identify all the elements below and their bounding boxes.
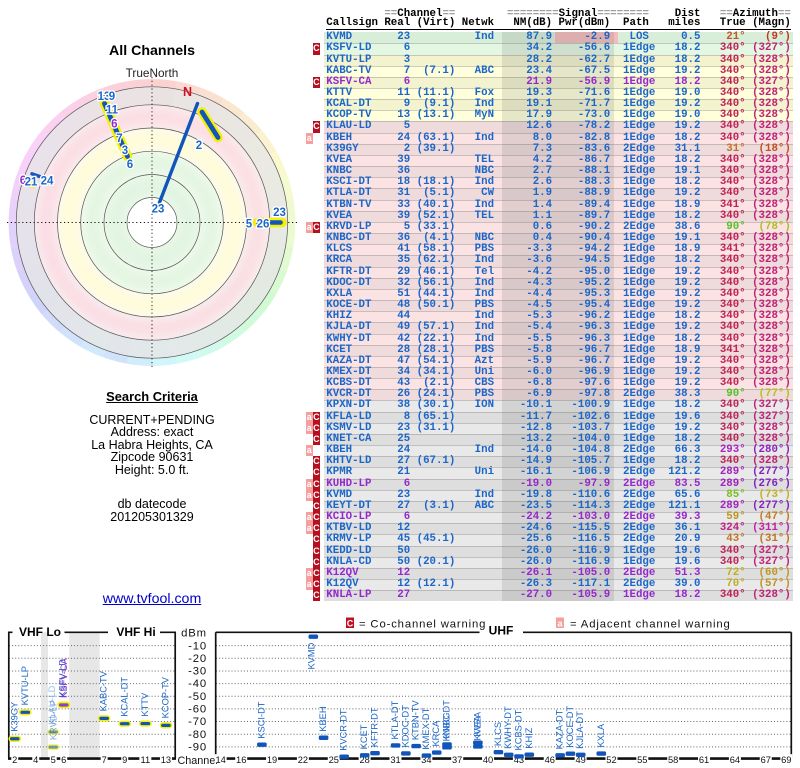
svg-text:37: 37 [452,755,462,765]
svg-text:22: 22 [298,755,308,765]
svg-text:KTTV: KTTV [140,692,150,717]
svg-text:KDOC-DT: KDOC-DT [400,705,410,748]
svg-text:-30: -30 [188,666,207,678]
svg-text:31: 31 [390,755,400,765]
svg-text:KSFV-LD: KSFV-LD [58,659,68,698]
svg-text:KRCA: KRCA [431,720,441,747]
svg-text:KLAU-LD: KLAU-LD [47,685,57,725]
svg-text:= Adjacent channel warning: = Adjacent channel warning [570,619,731,631]
svg-text:24: 24 [41,176,54,188]
svg-text:3: 3 [122,145,128,157]
svg-text:-90: -90 [188,741,207,753]
svg-text:23: 23 [152,204,165,216]
svg-text:58: 58 [668,755,678,765]
svg-text:7: 7 [102,755,107,765]
svg-text:KRVD-LP: KRVD-LP [49,700,59,740]
svg-text:KSFV-CA: KSFV-CA [59,657,69,698]
svg-text:34: 34 [421,755,431,765]
svg-text:16: 16 [236,755,246,765]
svg-text:KVEA: KVEA [472,711,482,737]
svg-text:C: C [347,618,354,628]
svg-text:KTLA-DT: KTLA-DT [390,700,400,739]
svg-text:11: 11 [141,755,151,765]
svg-text:13: 13 [161,755,171,765]
svg-text:6: 6 [111,119,117,131]
svg-text:11: 11 [106,105,119,117]
svg-text:-40: -40 [188,678,207,690]
svg-text:KLCS: KLCS [493,722,503,746]
svg-text:KABC-TV: KABC-TV [99,670,109,711]
svg-text:KWHY-DT: KWHY-DT [503,706,513,749]
svg-text:a: a [557,618,563,628]
svg-text:KVCR-DT: KVCR-DT [339,709,349,751]
svg-text:KTBN-TV: KTBN-TV [411,700,421,741]
svg-text:dBm: dBm [181,628,207,640]
svg-text:46: 46 [545,755,555,765]
svg-text:KFTR-DT: KFTR-DT [370,707,380,747]
svg-text:28: 28 [359,755,369,765]
svg-text:43: 43 [514,755,524,765]
svg-text:KSCI-DT: KSCI-DT [256,701,266,739]
svg-text:5: 5 [51,755,56,765]
svg-text:2: 2 [196,140,202,152]
svg-text:6: 6 [20,175,26,187]
svg-text:4: 4 [33,755,38,765]
svg-text:= Co-channel warning: = Co-channel warning [359,619,486,631]
svg-text:VHF Lo: VHF Lo [19,625,61,639]
svg-text:KXLA: KXLA [596,723,606,748]
svg-text:-20: -20 [188,653,207,665]
svg-text:2: 2 [12,755,17,765]
svg-text:UHF: UHF [489,624,514,638]
svg-text:KMEX-DT: KMEX-DT [421,707,431,749]
svg-text:KCAL-DT: KCAL-DT [119,677,129,717]
svg-text:55: 55 [637,755,647,765]
svg-text:5: 5 [246,219,253,231]
svg-text:64: 64 [730,755,740,765]
svg-text:KVEA: KVEA [472,715,482,741]
svg-text:13: 13 [98,91,111,103]
svg-text:-50: -50 [188,691,207,703]
svg-text:KCET: KCET [359,724,369,749]
svg-text:6: 6 [127,159,133,171]
svg-text:9: 9 [122,755,127,765]
svg-text:KVTU-LP: KVTU-LP [20,666,30,705]
svg-text:KNBC: KNBC [442,712,452,738]
svg-text:KJLA-DT: KJLA-DT [575,711,585,749]
svg-text:49: 49 [575,755,585,765]
svg-text:N: N [183,85,192,99]
svg-text:7: 7 [116,133,122,145]
svg-text:14: 14 [215,755,225,765]
svg-text:61: 61 [699,755,709,765]
svg-text:Channel: Channel [178,755,218,767]
svg-text:KNBC-DT: KNBC-DT [442,700,452,742]
svg-text:25: 25 [329,755,339,765]
svg-text:-70: -70 [188,716,207,728]
svg-text:KVMD: KVMD [306,642,316,669]
svg-text:VHF Hi: VHF Hi [116,625,155,639]
svg-text:69: 69 [781,755,791,765]
svg-text:23: 23 [273,207,286,219]
svg-text:26: 26 [257,219,270,231]
svg-text:6: 6 [61,755,66,765]
svg-text:21: 21 [25,177,38,189]
svg-text:KHIZ: KHIZ [524,727,534,748]
svg-text:19: 19 [267,755,277,765]
svg-text:52: 52 [606,755,616,765]
svg-text:40: 40 [483,755,493,765]
svg-text:-10: -10 [188,640,207,652]
svg-text:-80: -80 [188,729,207,741]
svg-text:-60: -60 [188,704,207,716]
svg-text:KCBS-DT: KCBS-DT [514,709,524,750]
svg-text:K39GY: K39GY [9,702,19,732]
svg-text:9: 9 [109,91,115,103]
svg-text:67: 67 [761,755,771,765]
svg-text:KCOP-TV: KCOP-TV [161,676,171,718]
svg-text:KAZA-DT: KAZA-DT [555,709,565,749]
svg-text:KBEH: KBEH [318,706,328,731]
svg-text:KOCE-DT: KOCE-DT [565,706,575,748]
